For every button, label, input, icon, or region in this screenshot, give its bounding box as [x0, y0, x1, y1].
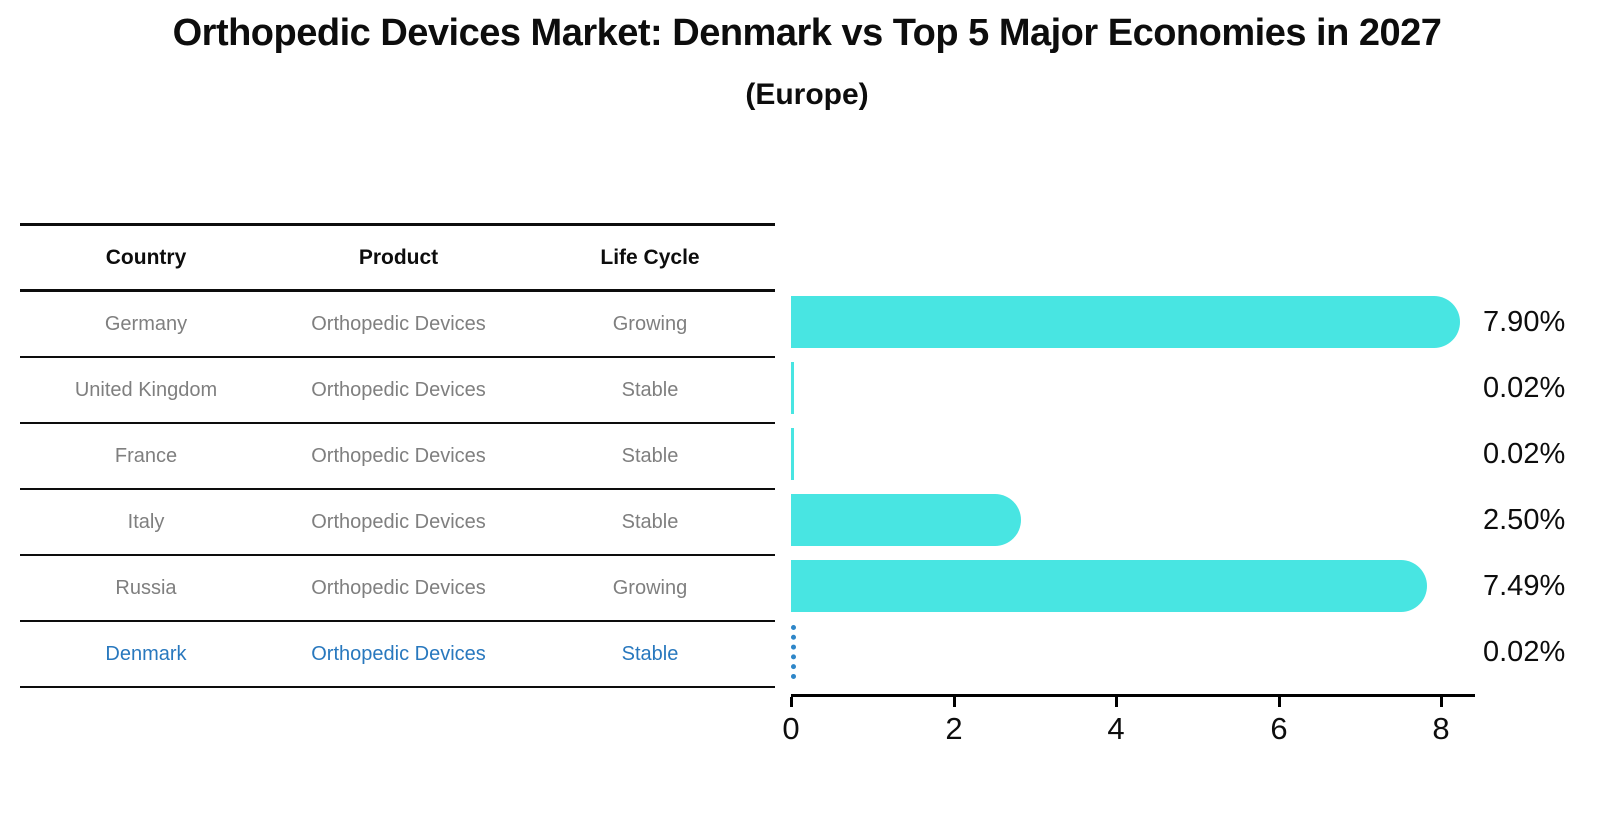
table-row-italy: Italy Orthopedic Devices Stable: [20, 490, 775, 556]
cell-product: Orthopedic Devices: [311, 510, 486, 533]
cell-country: Italy: [127, 510, 165, 533]
value-label-denmark: 0.02%: [1483, 636, 1566, 668]
bar-russia: [791, 560, 1427, 612]
cell-product: Orthopedic Devices: [311, 642, 486, 665]
bar-row: [791, 421, 1475, 487]
table-row-russia: Russia Orthopedic Devices Growing: [20, 556, 775, 622]
cell-country: Denmark: [105, 642, 187, 665]
chart-subtitle: (Europe): [745, 78, 869, 111]
x-axis-line: [791, 694, 1475, 697]
value-label-italy: 2.50%: [1483, 504, 1566, 536]
tick-label: 0: [782, 711, 800, 746]
bar-germany: [791, 296, 1460, 348]
cell-country: Germany: [104, 312, 188, 335]
tick-label: 2: [945, 711, 963, 746]
table-row-france: France Orthopedic Devices Stable: [20, 424, 775, 490]
table-row-germany: Germany Orthopedic Devices Growing: [20, 292, 775, 358]
table-row-united-kingdom: United Kingdom Orthopedic Devices Stable: [20, 358, 775, 424]
cell-life-cycle: Growing: [612, 576, 688, 599]
column-header-product: Product: [358, 245, 439, 269]
cell-country: France: [114, 444, 178, 467]
bar-france: [791, 428, 794, 480]
x-axis: 0 2 4 6 8: [782, 694, 1475, 754]
tick-label: 8: [1432, 711, 1450, 746]
tick-label: 6: [1270, 711, 1288, 746]
country-table: Country Product Life Cycle Germany Ortho…: [20, 223, 775, 688]
bar-row: [791, 289, 1475, 355]
value-label-russia: 7.49%: [1483, 570, 1566, 602]
table-header-row: Country Product Life Cycle: [20, 226, 775, 292]
bar-row: [791, 355, 1475, 421]
tick-mark: [1115, 697, 1118, 707]
value-label-france: 0.02%: [1483, 438, 1566, 470]
cell-product: Orthopedic Devices: [311, 444, 486, 467]
tick-mark: [790, 697, 793, 707]
bar-row: [791, 619, 1475, 685]
cell-country: United Kingdom: [74, 378, 218, 401]
tick-mark: [1440, 697, 1443, 707]
tick-mark: [953, 697, 956, 707]
cell-life-cycle: Stable: [621, 444, 679, 467]
cell-product: Orthopedic Devices: [311, 576, 486, 599]
column-header-country: Country: [105, 245, 187, 269]
chart-title: Orthopedic Devices Market: Denmark vs To…: [172, 12, 1442, 54]
cell-life-cycle: Stable: [621, 642, 679, 665]
bar-denmark: [791, 625, 796, 679]
value-label-united-kingdom: 0.02%: [1483, 372, 1566, 404]
cell-country: Russia: [115, 576, 177, 599]
cell-life-cycle: Growing: [612, 312, 688, 335]
tick-label: 4: [1107, 711, 1125, 746]
cell-product: Orthopedic Devices: [311, 378, 486, 401]
bar-italy: [791, 494, 1021, 546]
bar-united-kingdom: [791, 362, 794, 414]
cell-life-cycle: Stable: [621, 378, 679, 401]
bar-row: [791, 487, 1475, 553]
bar-row: [791, 553, 1475, 619]
bar-chart: [791, 289, 1475, 685]
table-row-denmark: Denmark Orthopedic Devices Stable: [20, 622, 775, 688]
column-header-life-cycle: Life Cycle: [600, 245, 700, 269]
tick-mark: [1278, 697, 1281, 707]
value-label-germany: 7.90%: [1483, 306, 1566, 338]
value-labels: 7.90% 0.02% 0.02% 2.50% 7.49% 0.02%: [1483, 289, 1613, 685]
cell-product: Orthopedic Devices: [311, 312, 486, 335]
cell-life-cycle: Stable: [621, 510, 679, 533]
